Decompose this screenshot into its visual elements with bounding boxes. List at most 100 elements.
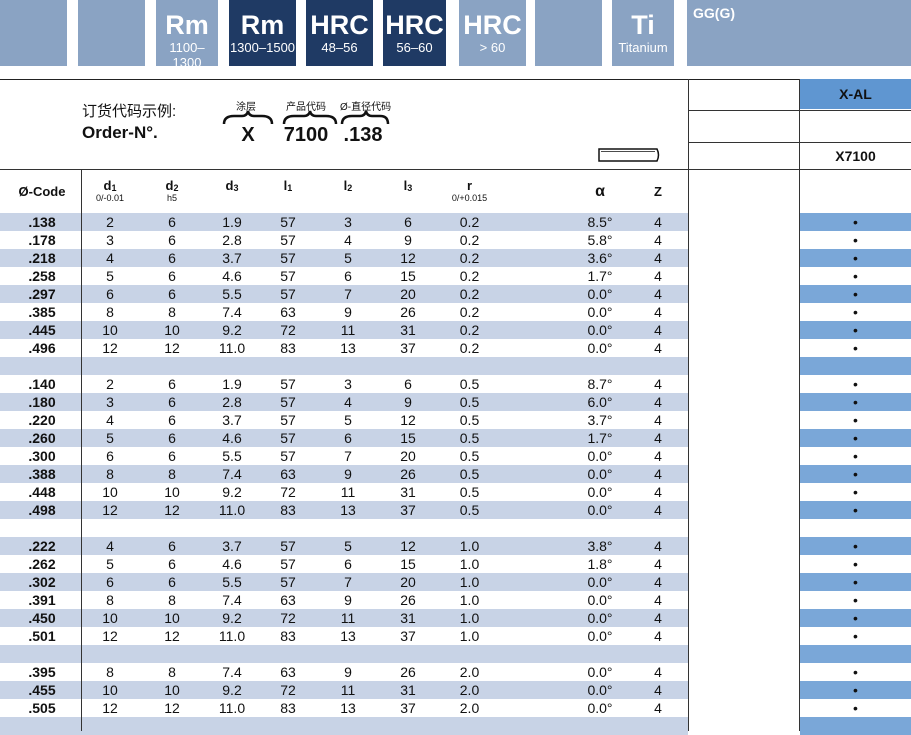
- availability-cell: •: [800, 663, 911, 681]
- material-tile-range: 1300–1500: [229, 40, 296, 55]
- table-cell-code: .260: [28, 430, 56, 446]
- table-row: .178 3 6 2.8 57 4 9 0.2 5.8° 4: [0, 231, 688, 249]
- table-cell-d1: 4: [106, 250, 114, 266]
- table-cell-l3: 26: [400, 664, 416, 680]
- column-header-d1: d1 0/-0.01: [90, 178, 130, 204]
- table-cell-l1: 57: [280, 232, 296, 248]
- table-cell-d1: 6: [106, 286, 114, 302]
- availability-mark: •: [853, 412, 858, 428]
- table-cell-z: 4: [654, 394, 662, 410]
- table-row: .220 4 6 3.7 57 5 12 0.5 3.7° 4: [0, 411, 688, 429]
- availability-mark: •: [853, 286, 858, 302]
- table-row: .505 12 12 11.0 83 13 37 2.0 0.0° 4: [0, 699, 688, 717]
- availability-mark: •: [853, 484, 858, 500]
- group-spacer-cell: [800, 717, 911, 735]
- group-spacer-cell: [800, 645, 911, 663]
- table-cell-alpha: 1.7°: [587, 268, 613, 284]
- group-spacer-row: [0, 645, 688, 663]
- table-cell-code: .505: [28, 700, 56, 716]
- table-cell-l3: 9: [404, 232, 412, 248]
- table-cell-l2: 6: [344, 430, 352, 446]
- table-cell-d3: 9.2: [222, 610, 242, 626]
- table-cell-l2: 6: [344, 268, 352, 284]
- table-cell-l2: 6: [344, 556, 352, 572]
- column-header-tolerance: 0/-0.01: [95, 193, 125, 203]
- table-cell-d1: 12: [102, 700, 118, 716]
- column-header-l3: l3: [388, 178, 428, 193]
- header-divider: [0, 169, 911, 170]
- table-cell-l2: 9: [344, 664, 352, 680]
- table-cell-l3: 15: [400, 556, 416, 572]
- table-cell-l3: 15: [400, 268, 416, 284]
- table-cell-l2: 11: [340, 484, 356, 500]
- table-cell-z: 4: [654, 700, 662, 716]
- availability-cell: •: [800, 429, 911, 447]
- table-cell-l1: 72: [280, 610, 296, 626]
- table-cell-d3: 9.2: [222, 484, 242, 500]
- table-cell-z: 4: [654, 412, 662, 428]
- availability-cell: •: [800, 321, 911, 339]
- column-header-z: Z: [640, 184, 676, 199]
- table-row: .138 2 6 1.9 57 3 6 0.2 8.5° 4: [0, 213, 688, 231]
- table-cell-l3: 26: [400, 304, 416, 320]
- table-cell-alpha: 0.0°: [587, 502, 613, 518]
- table-cell-d3: 11.0: [218, 340, 246, 356]
- table-cell-l2: 5: [344, 538, 352, 554]
- table-cell-l1: 63: [280, 592, 296, 608]
- table-cell-code: .395: [28, 664, 56, 680]
- table-cell-d3: 1.9: [222, 214, 242, 230]
- table-cell-alpha: 3.6°: [587, 250, 613, 266]
- table-cell-l1: 72: [280, 484, 296, 500]
- table-cell-d2: 12: [164, 340, 180, 356]
- table-cell-l1: 83: [280, 340, 296, 356]
- availability-mark: •: [853, 232, 858, 248]
- table-cell-d1: 10: [102, 322, 118, 338]
- table-cell-alpha: 1.8°: [587, 556, 613, 572]
- availability-mark: •: [853, 538, 858, 554]
- table-cell-d1: 3: [106, 394, 114, 410]
- table-cell-l2: 4: [344, 232, 352, 248]
- table-cell-alpha: 0.0°: [587, 574, 613, 590]
- table-cell-alpha: 0.0°: [587, 466, 613, 482]
- availability-mark: •: [853, 502, 858, 518]
- availability-cell: •: [800, 393, 911, 411]
- table-cell-d3: 3.7: [222, 412, 242, 428]
- table-cell-d3: 7.4: [222, 304, 242, 320]
- table-cell-code: .302: [28, 574, 56, 590]
- table-row: .391 8 8 7.4 63 9 26 1.0 0.0° 4: [0, 591, 688, 609]
- material-tile: HRC 48–56: [306, 0, 373, 66]
- table-row: .450 10 10 9.2 72 11 31 1.0 0.0° 4: [0, 609, 688, 627]
- column-header-l2: l2: [328, 178, 368, 193]
- table-cell-z: 4: [654, 592, 662, 608]
- table-row: .222 4 6 3.7 57 5 12 1.0 3.8° 4: [0, 537, 688, 555]
- table-cell-d2: 6: [168, 214, 176, 230]
- material-tile: [78, 0, 145, 66]
- table-cell-alpha: 3.7°: [587, 412, 613, 428]
- table-cell-r: 0.2: [459, 340, 480, 356]
- column-header-alpha: α: [580, 183, 620, 201]
- table-cell-d2: 6: [168, 556, 176, 572]
- table-cell-l2: 11: [340, 322, 356, 338]
- table-cell-l3: 12: [400, 538, 416, 554]
- table-cell-alpha: 0.0°: [587, 304, 613, 320]
- product-code-caption: 产品代码: [286, 102, 326, 113]
- table-row: .140 2 6 1.9 57 3 6 0.5 8.7° 4: [0, 375, 688, 393]
- table-cell-alpha: 1.7°: [587, 430, 613, 446]
- table-cell-l3: 20: [400, 286, 416, 302]
- column-header-d3: d3: [212, 178, 252, 193]
- material-tile: Rm 1100–1300: [156, 0, 218, 70]
- table-cell-code: .138: [28, 214, 56, 230]
- table-cell-z: 4: [654, 232, 662, 248]
- table-cell-l3: 37: [400, 628, 416, 644]
- availability-mark: •: [853, 448, 858, 464]
- table-cell-r: 1.0: [459, 556, 480, 572]
- table-row: .385 8 8 7.4 63 9 26 0.2 0.0° 4: [0, 303, 688, 321]
- table-cell-alpha: 0.0°: [587, 484, 613, 500]
- table-cell-l2: 3: [344, 214, 352, 230]
- table-cell-code: .450: [28, 610, 56, 626]
- end-mill-icon: [598, 148, 660, 162]
- availability-cell: •: [800, 681, 911, 699]
- table-cell-alpha: 6.0°: [587, 394, 613, 410]
- material-tile-title: Ti: [631, 10, 655, 40]
- table-cell-z: 4: [654, 286, 662, 302]
